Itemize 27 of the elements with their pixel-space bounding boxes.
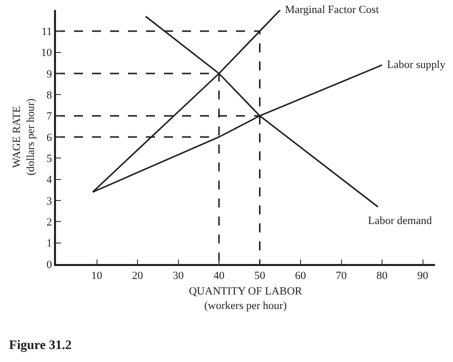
x-axis-title: QUANTITY OF LABOR (workers per hour) xyxy=(188,286,303,312)
x-tick-label: 50 xyxy=(254,270,266,282)
series-label: Labor demand xyxy=(368,215,432,227)
x-tick-label: 20 xyxy=(132,270,144,282)
y-tick-label: 1 xyxy=(46,238,52,250)
y-tick-label: 8 xyxy=(46,90,53,102)
y-tick-label: 4 xyxy=(46,174,53,186)
x-tick-label: 10 xyxy=(91,270,103,282)
y-tick-label: 0 xyxy=(46,258,53,271)
series-label: Labor supply xyxy=(387,59,446,71)
caption: Figure 31.2 xyxy=(9,337,72,352)
y-tick-label: 5 xyxy=(46,153,53,166)
y-tick-label: 3 xyxy=(46,195,53,208)
y-tick-label: 11 xyxy=(41,26,52,38)
x-tick-label: 70 xyxy=(336,270,348,282)
y-tick-label: 9 xyxy=(46,68,53,80)
y-tick-label: 10 xyxy=(41,47,53,60)
y-tick-label: 7 xyxy=(46,110,53,123)
x-tick-label: 40 xyxy=(214,270,226,282)
x-tick-label: 90 xyxy=(417,270,429,282)
y-tick-label: 2 xyxy=(46,216,52,229)
x-tick-label: 30 xyxy=(172,270,184,282)
y-tick-label: 6 xyxy=(46,132,53,144)
series-label: Marginal Factor Cost xyxy=(285,4,379,16)
x-tick-label: 80 xyxy=(376,270,388,282)
x-tick-label: 60 xyxy=(295,270,307,282)
y-axis-title: WAGE RATE (dollars per hour) xyxy=(10,98,38,176)
